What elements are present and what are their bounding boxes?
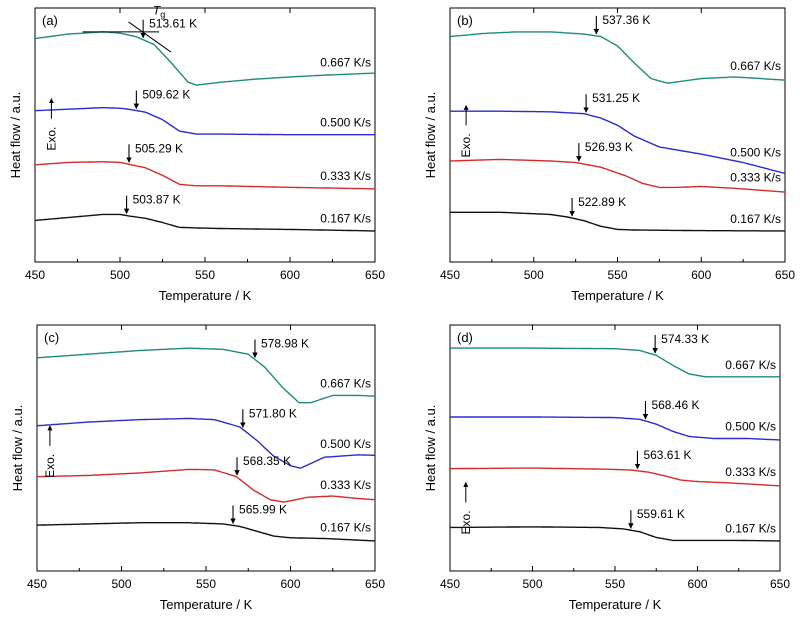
x-tick-label: 500 <box>111 577 131 591</box>
tg-value-label: 578.98 K <box>261 337 309 351</box>
exo-label: Exo. <box>43 454 57 478</box>
tg-value-label: 568.46 K <box>651 398 699 412</box>
series-line <box>34 107 375 136</box>
x-tick-label: 600 <box>280 268 300 282</box>
series-line <box>450 211 785 232</box>
exo-label: Exo. <box>459 510 473 534</box>
tg-value-label: 568.35 K <box>243 454 291 468</box>
series-line <box>449 31 786 84</box>
series-name-label: 0.167 K/s <box>725 522 776 536</box>
series-name-label: 0.500 K/s <box>320 437 371 451</box>
y-axis-label: Heat flow / a.u. <box>10 405 25 492</box>
x-tick-label: 550 <box>196 577 216 591</box>
series-line <box>450 526 780 542</box>
series-line <box>450 467 781 487</box>
series-line <box>34 31 376 86</box>
tg-value-label: 513.61 K <box>149 17 197 31</box>
series-name-label: 0.500 K/s <box>725 420 776 434</box>
x-tick-label: 550 <box>607 268 627 282</box>
panel-label: (a) <box>42 13 58 28</box>
tg-symbol: Tg <box>153 3 165 19</box>
x-tick-label: 650 <box>775 268 795 282</box>
exo-label: Exo. <box>459 133 473 157</box>
series-name-label: 0.667 K/s <box>730 59 781 73</box>
tg-value-label: 526.93 K <box>585 140 633 154</box>
panel-b: 450 500 550 600 650 Temperature / K Heat flow … <box>423 7 795 303</box>
x-tick-label: 600 <box>280 577 300 591</box>
panel-c: 450 500 550 600 650 Temperature / K Heat flow … <box>10 324 385 612</box>
series-name-label: 0.333 K/s <box>725 465 776 479</box>
series-line <box>450 347 780 378</box>
y-axis-label: Heat flow / a.u. <box>423 405 438 492</box>
tangent-line <box>128 21 172 53</box>
tg-value-label: 505.29 K <box>135 141 183 155</box>
series-line <box>36 468 376 503</box>
tg-value-label: 537.36 K <box>602 13 650 27</box>
x-tick-label: 500 <box>524 268 544 282</box>
panel-a: 450 500 550 600 650 Temperature / K Heat flow … <box>8 3 385 303</box>
x-tick-label: 500 <box>522 577 542 591</box>
series-line <box>36 417 375 469</box>
series-name-label: 0.167 K/s <box>320 211 371 225</box>
tg-value-label: 574.33 K <box>661 332 709 346</box>
tg-subscript: g <box>160 9 165 19</box>
panel-label: (d) <box>457 330 473 345</box>
series-name-label: 0.500 K/s <box>320 116 371 130</box>
x-tick-label: 650 <box>770 577 790 591</box>
series-line <box>36 522 376 542</box>
series-name-label: 0.333 K/s <box>320 169 371 183</box>
series-name-label: 0.167 K/s <box>730 212 781 226</box>
panel-d: 450 500 550 600 650 Temperature / K Heat flow … <box>423 324 790 612</box>
x-tick-label: 450 <box>25 268 45 282</box>
series-line <box>449 158 786 193</box>
series-name-label: 0.667 K/s <box>320 55 371 69</box>
x-tick-label: 650 <box>365 577 385 591</box>
series-name-label: 0.667 K/s <box>725 358 776 372</box>
x-axis-label: Temperature / K <box>159 288 252 303</box>
panel-label: (c) <box>44 330 59 345</box>
x-axis-label: Temperature / K <box>160 597 253 612</box>
series-line <box>34 161 375 190</box>
x-tick-label: 600 <box>691 268 711 282</box>
tg-value-label: 571.80 K <box>249 406 297 420</box>
y-axis-label: Heat flow / a.u. <box>8 92 23 179</box>
series-name-label: 0.167 K/s <box>320 520 371 534</box>
series-line <box>450 110 786 175</box>
tg-value-label: 503.87 K <box>133 193 181 207</box>
tg-value-label: 531.25 K <box>592 91 640 105</box>
x-tick-label: 450 <box>440 577 460 591</box>
series-line <box>34 213 375 232</box>
x-tick-label: 550 <box>195 268 215 282</box>
tg-value-label: 522.89 K <box>578 195 626 209</box>
series-name-label: 0.667 K/s <box>320 376 371 390</box>
tg-value-label: 563.61 K <box>643 448 691 462</box>
x-tick-label: 450 <box>27 577 47 591</box>
tg-value-label: 509.62 K <box>142 88 190 102</box>
x-tick-label: 650 <box>365 268 385 282</box>
tg-value-label: 559.61 K <box>637 507 685 521</box>
series-name-label: 0.500 K/s <box>730 146 781 160</box>
series-name-label: 0.333 K/s <box>320 478 371 492</box>
series-line <box>36 347 376 404</box>
x-tick-label: 600 <box>687 577 707 591</box>
panel-label: (b) <box>457 13 473 28</box>
x-axis-label: Temperature / K <box>569 597 662 612</box>
x-tick-label: 450 <box>440 268 460 282</box>
series-name-label: 0.333 K/s <box>730 171 781 185</box>
x-axis-label: Temperature / K <box>571 288 664 303</box>
y-axis-label: Heat flow / a.u. <box>423 92 438 179</box>
x-tick-label: 500 <box>110 268 130 282</box>
exo-label: Exo. <box>44 127 58 151</box>
series-line <box>450 416 780 441</box>
x-tick-label: 550 <box>605 577 625 591</box>
tg-value-label: 565.99 K <box>239 502 287 516</box>
